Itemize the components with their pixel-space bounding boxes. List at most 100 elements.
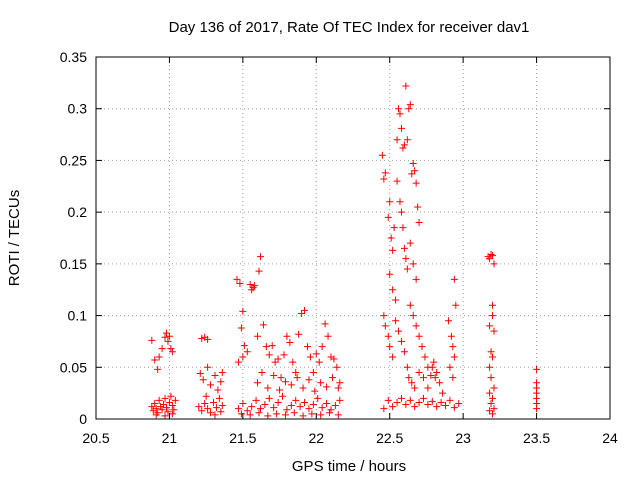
data-point [396,198,404,206]
data-point [239,399,247,407]
y-tick-label: 0.15 [60,256,87,272]
data-point [533,405,541,413]
data-point [160,401,168,409]
data-point [409,260,417,268]
data-point [387,234,395,242]
data-point [164,337,172,345]
data-point [393,398,401,406]
data-point [283,332,291,340]
data-point [433,403,441,411]
data-point [158,345,166,353]
data-point [490,327,498,335]
data-point [161,333,169,341]
data-point [452,301,460,309]
data-point [309,368,317,376]
data-point [202,392,210,400]
data-point [412,322,420,330]
data-point [279,392,287,400]
data-point [287,381,295,389]
data-point [148,336,156,344]
data-point [195,403,203,411]
data-point [265,351,273,359]
x-tick-label: 24 [602,430,618,446]
data-point [408,170,416,178]
y-tick-label: 0.2 [68,204,88,220]
data-point [392,296,400,304]
data-point [168,402,176,410]
data-point [299,384,307,392]
data-point [400,244,408,252]
data-point [450,353,458,361]
data-point [489,394,497,402]
data-point [333,363,341,371]
data-point [381,169,389,177]
data-point [276,386,284,394]
data-point [411,384,419,392]
data-point [239,307,247,315]
data-point [281,411,289,419]
data-point [162,404,170,412]
data-point [409,312,417,320]
data-point [152,405,160,413]
data-point [233,275,241,283]
data-point [455,399,463,407]
data-point [406,301,414,309]
data-point [395,105,403,113]
data-point [264,412,272,420]
data-point [214,386,222,394]
data-point [489,312,497,320]
data-point [259,321,267,329]
x-tick-label: 23.5 [523,430,550,446]
data-point [450,275,458,283]
data-point [326,409,334,417]
data-point [487,348,495,356]
data-point [215,394,223,402]
data-point [274,398,282,406]
data-point [402,401,410,409]
data-point [309,401,317,409]
data-point [395,327,403,335]
data-point [486,363,494,371]
data-point [207,381,215,389]
data-point [446,363,454,371]
data-point [406,101,414,109]
data-point [246,281,254,289]
data-point [406,239,414,247]
data-point [402,82,410,90]
data-point [424,384,432,392]
data-point [168,410,176,418]
data-point [240,342,248,350]
data-point [449,374,457,382]
data-point [246,411,254,419]
data-point [287,402,295,410]
data-point [431,374,439,382]
data-point [415,332,423,340]
data-point [234,405,242,413]
data-point [419,394,427,402]
data-point [380,405,388,413]
data-point [168,348,176,356]
data-point [167,392,175,400]
data-point [384,332,392,340]
x-tick-label: 22 [308,430,324,446]
data-point [305,376,313,384]
data-point [399,144,407,152]
data-point [381,322,389,330]
data-point [236,280,244,288]
data-point [170,406,178,414]
x-tick-label: 23 [455,430,471,446]
data-point [298,310,306,318]
data-point [380,312,388,320]
data-point [400,348,408,356]
y-tick-label: 0.05 [60,359,87,375]
data-point [405,105,413,113]
data-point [396,110,404,118]
data-point [427,372,435,380]
data-point [292,396,300,404]
data-point [293,374,301,382]
y-tick-label: 0.3 [68,101,88,117]
data-point [408,379,416,387]
x-tick-label: 22.5 [376,430,403,446]
